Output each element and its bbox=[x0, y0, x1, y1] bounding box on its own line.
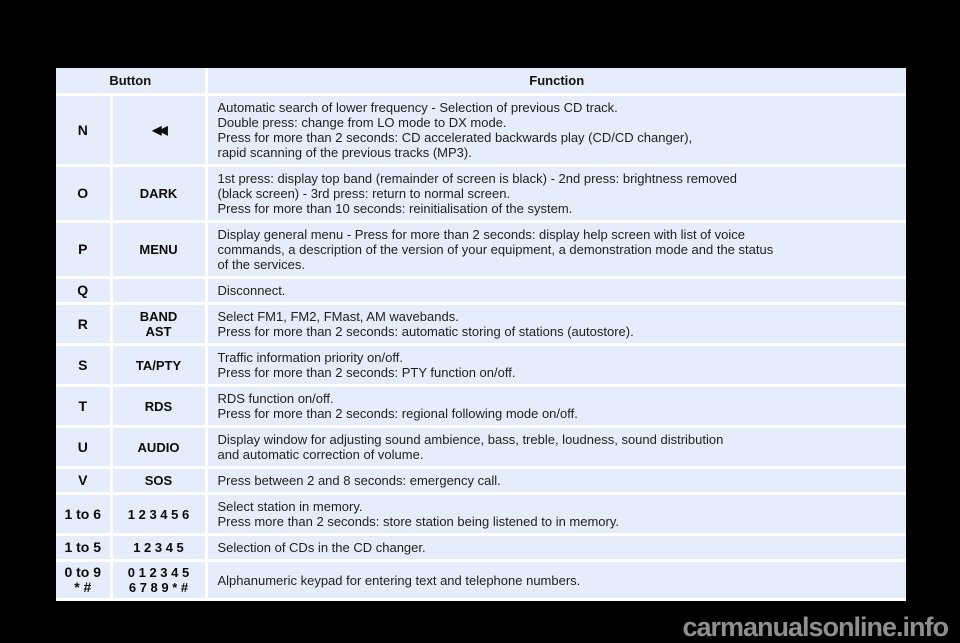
button-label-cell: 0 1 2 3 4 5 6 7 8 9 * # bbox=[109, 559, 208, 601]
button-key-cell: P bbox=[56, 220, 113, 279]
table-header-row: Button Function bbox=[56, 68, 906, 96]
button-label-cell: MENU bbox=[109, 220, 208, 279]
function-cell: Press between 2 and 8 seconds: emergency… bbox=[204, 466, 906, 495]
table-row: P MENU Display general menu - Press for … bbox=[56, 220, 906, 279]
button-key-cell: S bbox=[56, 343, 113, 387]
function-cell: Alphanumeric keypad for entering text an… bbox=[204, 559, 906, 601]
button-key-cell: T bbox=[56, 384, 113, 428]
button-label-cell: BAND AST bbox=[109, 302, 208, 346]
function-cell: Select station in memory. Press more tha… bbox=[204, 492, 906, 536]
button-label-cell: SOS bbox=[109, 466, 208, 495]
table-row: Q Disconnect. bbox=[56, 276, 906, 305]
table-row: 1 to 6 1 2 3 4 5 6 Select station in mem… bbox=[56, 492, 906, 536]
button-label-cell: TA/PTY bbox=[109, 343, 208, 387]
button-key-cell: N bbox=[56, 93, 113, 167]
button-label-cell: 1 2 3 4 5 bbox=[109, 533, 208, 562]
table-row: 1 to 5 1 2 3 4 5 Selection of CDs in the… bbox=[56, 533, 906, 562]
function-cell: Display general menu - Press for more th… bbox=[204, 220, 906, 279]
button-label-cell bbox=[109, 276, 208, 305]
button-key-cell: V bbox=[56, 466, 113, 495]
button-key-cell: 1 to 6 bbox=[56, 492, 113, 536]
function-cell: RDS function on/off. Press for more than… bbox=[204, 384, 906, 428]
table-row: O DARK 1st press: display top band (rema… bbox=[56, 164, 906, 223]
header-function: Function bbox=[204, 68, 906, 96]
table-row: N ◀◀ Automatic search of lower frequency… bbox=[56, 93, 906, 167]
function-cell: Display window for adjusting sound ambie… bbox=[204, 425, 906, 469]
button-key-cell: 0 to 9 * # bbox=[56, 559, 113, 601]
button-function-table: Button Function N ◀◀ Automatic search of… bbox=[56, 68, 906, 601]
button-key-cell: 1 to 5 bbox=[56, 533, 113, 562]
watermark: carmanualsonline.info bbox=[682, 612, 949, 642]
button-label-cell: ◀◀ bbox=[109, 93, 208, 167]
table-row: R BAND AST Select FM1, FM2, FMast, AM wa… bbox=[56, 302, 906, 346]
header-button: Button bbox=[56, 68, 208, 96]
button-label-cell: 1 2 3 4 5 6 bbox=[109, 492, 208, 536]
button-label-cell: RDS bbox=[109, 384, 208, 428]
function-cell: Automatic search of lower frequency - Se… bbox=[204, 93, 906, 167]
function-cell: Traffic information priority on/off. Pre… bbox=[204, 343, 906, 387]
table-row: V SOS Press between 2 and 8 seconds: eme… bbox=[56, 466, 906, 495]
function-cell: Disconnect. bbox=[204, 276, 906, 305]
button-key-cell: U bbox=[56, 425, 113, 469]
table-row: 0 to 9 * # 0 1 2 3 4 5 6 7 8 9 * # Alpha… bbox=[56, 559, 906, 601]
button-key-cell: O bbox=[56, 164, 113, 223]
button-label-cell: DARK bbox=[109, 164, 208, 223]
table-row: T RDS RDS function on/off. Press for mor… bbox=[56, 384, 906, 428]
rewind-icon: ◀◀ bbox=[152, 123, 168, 137]
function-cell: 1st press: display top band (remainder o… bbox=[204, 164, 906, 223]
table-row: U AUDIO Display window for adjusting sou… bbox=[56, 425, 906, 469]
button-key-cell: R bbox=[56, 302, 113, 346]
table-row: S TA/PTY Traffic information priority on… bbox=[56, 343, 906, 387]
function-cell: Select FM1, FM2, FMast, AM wavebands. Pr… bbox=[204, 302, 906, 346]
button-label-cell: AUDIO bbox=[109, 425, 208, 469]
button-key-cell: Q bbox=[56, 276, 113, 305]
function-cell: Selection of CDs in the CD changer. bbox=[204, 533, 906, 562]
